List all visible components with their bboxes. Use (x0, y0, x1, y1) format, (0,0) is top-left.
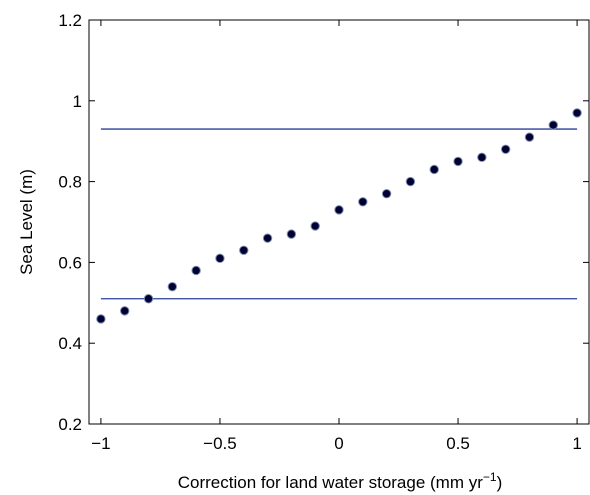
y-tick-label: 1.2 (58, 11, 82, 30)
data-point (334, 205, 344, 215)
y-tick-label: 1 (73, 92, 82, 111)
data-point (429, 164, 439, 175)
data-point (286, 229, 297, 239)
y-tick-label: 0.8 (58, 173, 82, 192)
data-point (524, 132, 535, 142)
data-point (143, 294, 154, 304)
reference-lines (100, 128, 578, 300)
data-point (358, 197, 368, 207)
y-tick-label: 0.2 (58, 415, 82, 434)
axis-ticks: −1 −0.5 0 0.5 1 0.2 0.4 0.6 0.8 1 1.2 (58, 11, 589, 453)
plot-area-frame (88, 19, 590, 425)
data-point (262, 233, 273, 243)
x-axis-label-superscript: −1 (483, 470, 497, 484)
x-tick-label: 0.5 (446, 434, 470, 453)
data-point (191, 265, 201, 276)
data-point (548, 120, 558, 130)
x-tick-label: 0 (334, 434, 343, 453)
y-axis-label: Sea Level (m) (17, 169, 36, 275)
data-points (96, 108, 582, 324)
y-tick-label: 0.6 (58, 253, 82, 272)
data-point (572, 108, 582, 118)
x-axis-label-suffix: ) (497, 473, 503, 492)
data-point (381, 189, 392, 199)
y-tick-label: 0.4 (58, 334, 82, 353)
data-point (167, 281, 178, 292)
x-tick-label: −0.5 (203, 434, 237, 453)
x-axis-label-main: Correction for land water storage (mm yr (178, 473, 483, 492)
data-point (96, 314, 106, 324)
data-point (405, 176, 416, 187)
data-point (500, 144, 511, 154)
data-point (120, 306, 130, 316)
x-axis-label: Correction for land water storage (mm yr… (178, 470, 503, 492)
data-point (310, 221, 320, 231)
data-point (215, 253, 225, 264)
data-point (239, 245, 249, 255)
x-tick-label: −1 (91, 434, 110, 453)
data-point (477, 152, 487, 163)
x-tick-label: 1 (572, 434, 581, 453)
data-point (453, 156, 463, 167)
